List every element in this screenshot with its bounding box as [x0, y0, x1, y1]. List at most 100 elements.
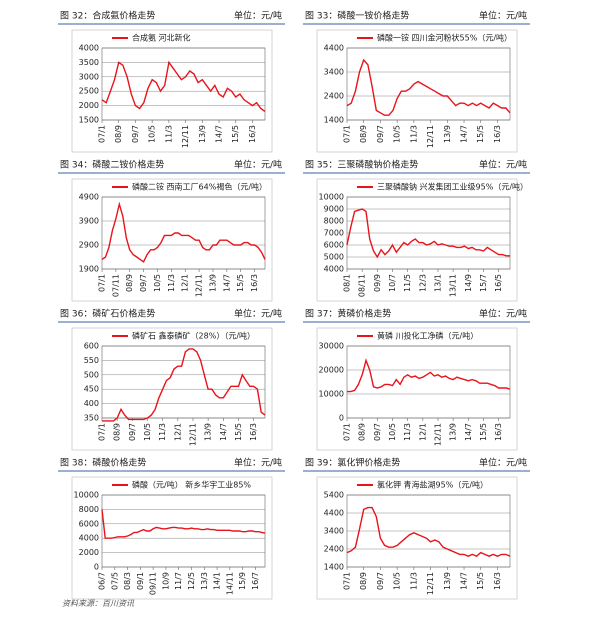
- x-tick-label: 15/5: [479, 423, 488, 441]
- y-tick-label: 2400: [324, 92, 344, 101]
- legend-label: 磷酸二铵 西南工厂64%褐色（元/吨）: [132, 182, 267, 192]
- y-tick-label: 0: [94, 563, 99, 572]
- x-tick-label: 16/7: [251, 572, 260, 590]
- x-tick-label: 16/3: [249, 423, 258, 441]
- y-tick-label: 3000: [79, 72, 99, 81]
- y-tick-label: 2400: [324, 545, 344, 554]
- x-tick-label: 16/3: [493, 572, 502, 590]
- y-tick-label: 4900: [79, 193, 99, 202]
- x-tick-label: 12/1: [418, 423, 427, 441]
- x-tick-label: 09/7: [373, 423, 382, 441]
- x-tick-label: 13/1: [433, 274, 442, 292]
- plot-area: [346, 47, 511, 121]
- y-tick-label: 8000: [79, 505, 99, 514]
- y-tick-label: 0: [339, 414, 344, 423]
- x-tick-label: 14/7: [460, 125, 469, 143]
- x-tick-label: 15/5: [234, 423, 243, 441]
- x-tick-label: 07/1: [343, 125, 352, 143]
- y-tick-label: 7000: [324, 229, 344, 238]
- x-tick-label: 16/3: [494, 423, 503, 441]
- plot-area: [346, 196, 511, 270]
- y-tick-label: 2500: [79, 87, 99, 96]
- x-tick-label: 07/1: [343, 572, 352, 590]
- figure-caption: 图 32：合成氨价格走势: [60, 10, 155, 22]
- y-tick-label: 20000: [319, 366, 344, 375]
- figure-caption: 图 38：磷酸价格走势: [60, 457, 146, 469]
- x-tick-label: 09/7: [139, 274, 148, 292]
- figure-caption: 图 39：氯化钾价格走势: [305, 457, 400, 469]
- y-tick-label: 4400: [324, 44, 344, 53]
- legend-label: 磷酸（元/吨） 新乡华宇工业85%: [132, 480, 251, 490]
- plot-area: [101, 494, 266, 568]
- x-tick-label: 09/1: [136, 572, 145, 590]
- x-tick-label: 14/7: [219, 423, 228, 441]
- x-tick-label: 14/1: [213, 572, 222, 590]
- y-tick-label: 500: [84, 370, 99, 379]
- x-tick-label: 07/1: [343, 423, 352, 441]
- y-tick-label: 1400: [324, 116, 344, 125]
- x-tick-label: 10/9: [161, 572, 170, 590]
- x-tick-label: 10/5: [153, 274, 162, 292]
- x-tick-label: 11/5: [403, 274, 412, 292]
- y-tick-label: 3900: [79, 217, 99, 226]
- x-tick-label: 14/7: [464, 423, 473, 441]
- x-tick-label: 08/9: [125, 274, 134, 292]
- x-tick-label: 08/9: [359, 572, 368, 590]
- y-tick-label: 10000: [74, 491, 99, 500]
- x-tick-label: 09/7: [376, 572, 385, 590]
- x-tick-label: 14/9: [464, 274, 473, 292]
- x-tick-label: 16/5: [494, 274, 503, 292]
- series-line: [101, 509, 266, 539]
- x-tick-label: 15/5: [476, 572, 485, 590]
- y-tick-label: 6000: [79, 519, 99, 528]
- plot-area: [101, 196, 266, 270]
- figure-caption: 图 35：三聚磷酸钠价格走势: [305, 159, 418, 171]
- y-tick-label: 2000: [79, 101, 99, 110]
- y-tick-label: 4400: [324, 509, 344, 518]
- unit-label: 单位：元/吨: [234, 159, 282, 171]
- y-tick-label: 4000: [79, 534, 99, 543]
- y-tick-label: 1500: [79, 116, 99, 125]
- y-tick-label: 2000: [79, 548, 99, 557]
- x-tick-label: 09/7: [128, 423, 137, 441]
- x-tick-label: 13/9: [208, 274, 217, 292]
- x-tick-label: 09/11: [149, 572, 158, 595]
- x-tick-label: 12/1: [173, 423, 182, 441]
- y-tick-label: 2900: [79, 241, 99, 250]
- y-tick-label: 6000: [324, 241, 344, 250]
- x-tick-label: 08/9: [113, 423, 122, 441]
- x-tick-label: 11/3: [409, 125, 418, 143]
- y-tick-label: 4000: [324, 265, 344, 274]
- x-tick-label: 12/11: [433, 423, 442, 446]
- y-tick-label: 10000: [319, 390, 344, 399]
- figure-caption: 图 34：磷酸二铵价格走势: [60, 159, 164, 171]
- x-tick-label: 07/1: [98, 274, 107, 292]
- x-tick-label: 13/9: [443, 572, 452, 590]
- x-tick-label: 08/9: [114, 125, 123, 143]
- legend-label: 氯化钾 青海盐湖95%（元/吨）: [377, 480, 488, 490]
- x-tick-label: 08/3: [123, 572, 132, 590]
- unit-label: 单位：元/吨: [234, 308, 282, 320]
- unit-label: 单位：元/吨: [234, 457, 282, 469]
- x-tick-label: 10/5: [143, 423, 152, 441]
- y-tick-label: 9000: [324, 205, 344, 214]
- legend-label: 磷酸一铵 四川金河粉状55%（元/吨）: [377, 33, 512, 43]
- x-tick-label: 14/7: [222, 274, 231, 292]
- x-tick-label: 13/3: [200, 572, 209, 590]
- series-line: [346, 506, 511, 558]
- x-tick-label: 14/7: [215, 125, 224, 143]
- x-tick-label: 12/11: [426, 572, 435, 595]
- legend-label: 磷矿石 鑫泰磷矿（28%）（元/吨）: [132, 331, 255, 341]
- x-tick-label: 09/7: [131, 125, 140, 143]
- y-tick-label: 450: [84, 385, 99, 394]
- y-tick-label: 400: [84, 399, 99, 408]
- x-tick-label: 11/7: [174, 572, 183, 590]
- unit-label: 单位：元/吨: [479, 159, 527, 171]
- x-tick-label: 10/5: [393, 125, 402, 143]
- figure-caption: 图 37：黄磷价格走势: [305, 308, 391, 320]
- x-tick-label: 11/3: [164, 125, 173, 143]
- x-tick-label: 15/9: [238, 572, 247, 590]
- plot-area: [101, 47, 266, 121]
- x-tick-label: 12/1: [181, 274, 190, 292]
- y-tick-label: 5000: [324, 253, 344, 262]
